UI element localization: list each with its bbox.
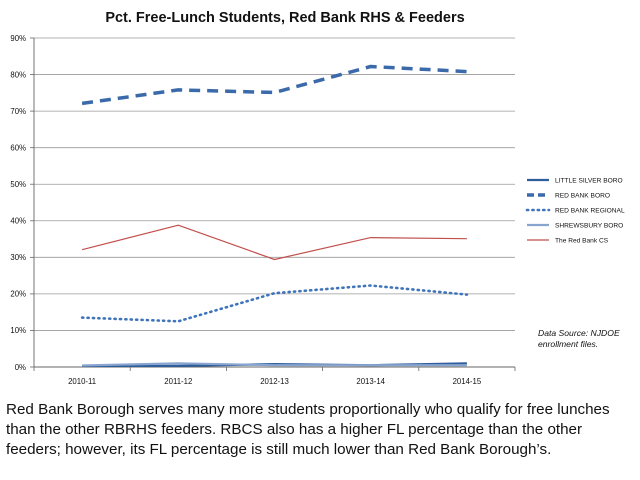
- legend-label: RED BANK BORO: [555, 193, 610, 200]
- series-lines: [80, 64, 469, 367]
- x-tick-label: 2013-14: [356, 377, 385, 386]
- legend-label: RED BANK REGIONAL: [555, 208, 625, 215]
- x-tick-label: 2011-12: [164, 377, 192, 386]
- legend: LITTLE SILVER BORO RED BANK BORO RED BANK …: [525, 178, 625, 245]
- y-tick-label: 20%: [10, 290, 26, 299]
- chart-title: Pct. Free-Lunch Students, Red Bank RHS &…: [105, 10, 464, 26]
- legend-label: SHREWSBURY BORO: [555, 223, 623, 230]
- line-chart: Pct. Free-Lunch Students, Red Bank RHS &…: [10, 10, 625, 386]
- y-axis-ticks: 0% 10% 20% 30% 40% 50% 60% 70% 80% 90%: [10, 34, 26, 372]
- series-line-red-bank-boro: [81, 64, 467, 106]
- y-tick-label: 70%: [10, 107, 26, 116]
- series-line-red-bank-regional: [80, 284, 469, 323]
- y-tick-label: 80%: [10, 70, 26, 79]
- x-tick-label: 2012-13: [260, 377, 289, 386]
- y-tick-label: 90%: [10, 34, 26, 43]
- y-tick-label: 50%: [10, 180, 26, 189]
- chart-caption: Red Bank Borough serves many more studen…: [6, 401, 610, 458]
- y-tick-label: 10%: [10, 326, 26, 335]
- axes: [30, 37, 516, 371]
- y-tick-label: 60%: [10, 143, 26, 152]
- series-line-the-red-bank-cs: [81, 224, 467, 261]
- series-line-shrewsbury-boro: [82, 362, 467, 367]
- x-tick-label: 2014-15: [453, 377, 482, 386]
- y-tick-label: 30%: [10, 253, 26, 262]
- data-source-line: enrollment files.: [538, 339, 598, 349]
- data-source-line: Data Source: NJDOE: [538, 328, 620, 338]
- y-tick-label: 0%: [15, 363, 26, 372]
- y-tick-label: 40%: [10, 217, 26, 226]
- legend-label: The Red Bank CS: [555, 238, 609, 245]
- x-tick-label: 2010-11: [68, 377, 96, 386]
- x-axis-ticks: 2010-11 2011-12 2012-13 2013-14 2014-15: [68, 377, 482, 386]
- grid-lines: [34, 37, 515, 331]
- data-source-note: Data Source: NJDOE enrollment files.: [538, 328, 620, 349]
- legend-label: LITTLE SILVER BORO: [555, 178, 623, 185]
